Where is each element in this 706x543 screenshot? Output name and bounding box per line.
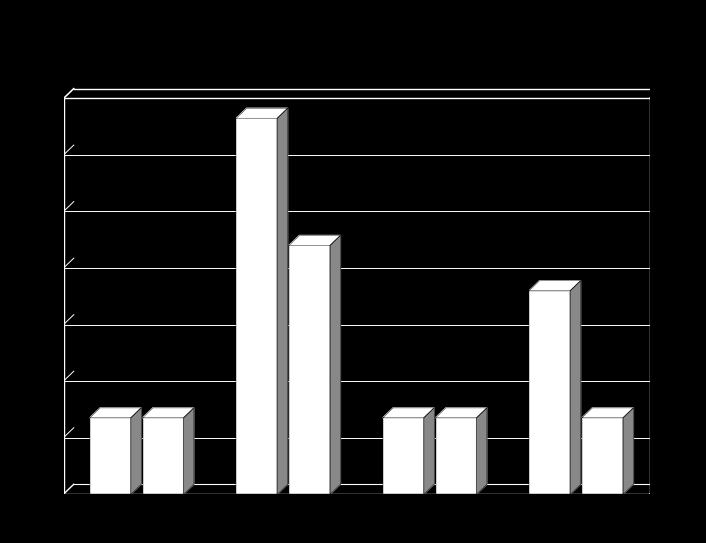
Polygon shape: [530, 281, 580, 291]
Polygon shape: [582, 408, 633, 418]
Bar: [237, 118, 277, 494]
Bar: [383, 418, 424, 494]
Polygon shape: [184, 408, 194, 494]
Polygon shape: [277, 108, 287, 494]
Bar: [530, 291, 570, 494]
Polygon shape: [424, 408, 434, 494]
Bar: [436, 418, 477, 494]
Polygon shape: [289, 236, 340, 245]
Bar: [143, 418, 184, 494]
Polygon shape: [143, 408, 194, 418]
Polygon shape: [436, 408, 487, 418]
Polygon shape: [383, 408, 434, 418]
Polygon shape: [623, 408, 633, 494]
Polygon shape: [570, 281, 580, 494]
Polygon shape: [90, 408, 141, 418]
Bar: [582, 418, 623, 494]
Polygon shape: [237, 108, 287, 118]
Bar: [90, 418, 131, 494]
Polygon shape: [330, 236, 340, 494]
Polygon shape: [477, 408, 487, 494]
Polygon shape: [131, 408, 141, 494]
Bar: [289, 245, 330, 494]
